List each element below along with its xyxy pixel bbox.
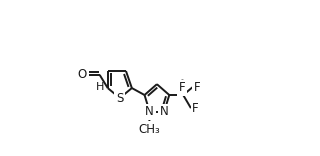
Text: F: F xyxy=(179,81,186,94)
Text: CH₃: CH₃ xyxy=(138,122,160,136)
Text: F: F xyxy=(194,81,200,94)
Text: O: O xyxy=(78,68,87,81)
Text: N: N xyxy=(160,105,169,118)
Text: CH₃: CH₃ xyxy=(138,122,160,136)
Text: O: O xyxy=(78,68,87,81)
Text: N: N xyxy=(160,105,169,118)
Text: H: H xyxy=(96,82,105,92)
Text: F: F xyxy=(179,81,186,94)
Text: F: F xyxy=(194,81,200,94)
Text: N: N xyxy=(145,105,154,118)
Text: F: F xyxy=(192,102,199,115)
Text: F: F xyxy=(192,102,199,115)
Text: S: S xyxy=(116,92,124,105)
Text: S: S xyxy=(116,92,124,105)
Text: N: N xyxy=(145,105,154,118)
